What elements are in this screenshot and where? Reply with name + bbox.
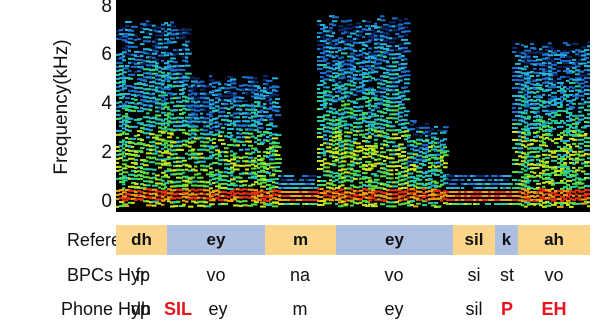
- bpcs-hyp-item: vo: [384, 265, 404, 285]
- y-tick-2: 2: [101, 142, 112, 163]
- ref-seg-ah: ah: [518, 225, 590, 255]
- y-tick-8: 8: [101, 0, 112, 17]
- phone-hyp-item: ey: [384, 299, 404, 319]
- ref-seg-sil: sil: [453, 225, 495, 255]
- spectrogram-image: [116, 0, 590, 212]
- phone-hyp-item-error: P: [500, 299, 514, 319]
- bpcs-hyp-item: na: [289, 265, 311, 285]
- phone-hyp-label: Phone Hyp: [60, 299, 150, 319]
- phone-hyp-item: sil: [465, 299, 483, 319]
- bpcs-hyp-item: st: [499, 265, 515, 285]
- phone-hyp-item: ey: [208, 299, 228, 319]
- bpcs-hyp-item: vo: [206, 265, 226, 285]
- spectrogram-energy: [116, 15, 590, 208]
- phone-hyp-item: dh: [130, 299, 152, 319]
- bpcs-hyp-item: si: [467, 265, 481, 285]
- y-tick-4: 4: [101, 93, 112, 114]
- y-axis-label-text: Frequency(kHz): [51, 39, 72, 175]
- bpcs-hyp-item: fr: [135, 265, 147, 285]
- bpcs-hyp-item: vo: [544, 265, 564, 285]
- phone-hyp-item: m: [292, 299, 308, 319]
- phone-hyp-item-error: SIL: [163, 299, 193, 319]
- ref-seg-m: m: [265, 225, 336, 255]
- y-tick-6: 6: [101, 44, 112, 65]
- ref-seg-k: k: [495, 225, 518, 255]
- bpcs-hyp-label: BPCs Hyp: [66, 265, 150, 285]
- ref-seg-ey: ey: [167, 225, 265, 255]
- y-tick-0: 0: [101, 191, 112, 212]
- ref-seg-dh: dh: [116, 225, 167, 255]
- ref-seg-ey2: ey: [336, 225, 453, 255]
- phone-hyp-item-error: EH: [541, 299, 567, 319]
- y-axis-label: Frequency(kHz): [44, 12, 80, 202]
